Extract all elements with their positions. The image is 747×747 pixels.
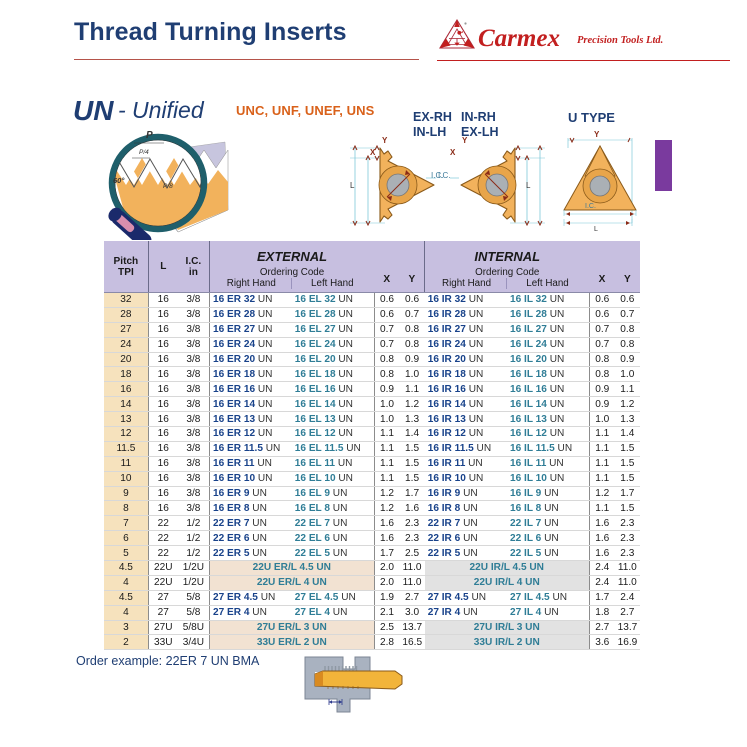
svg-text:Y: Y: [462, 136, 468, 145]
svg-text:Carmex: Carmex: [478, 25, 560, 52]
svg-text:I.C.: I.C.: [431, 171, 443, 180]
svg-text:P/4: P/4: [139, 149, 149, 156]
svg-text:P/8: P/8: [163, 183, 173, 190]
svg-text:L: L: [594, 226, 598, 233]
svg-text:I.C.: I.C.: [585, 203, 596, 210]
svg-text:Precision Tools Ltd.: Precision Tools Ltd.: [577, 35, 663, 46]
svg-text:Y: Y: [382, 136, 388, 145]
svg-text:P: P: [146, 130, 153, 141]
svg-text:X: X: [370, 148, 376, 157]
svg-text:60°: 60°: [113, 176, 125, 185]
svg-text:L: L: [350, 181, 355, 190]
svg-text:L: L: [526, 181, 531, 190]
svg-text:X: X: [450, 148, 456, 157]
svg-text:Y: Y: [594, 130, 600, 139]
